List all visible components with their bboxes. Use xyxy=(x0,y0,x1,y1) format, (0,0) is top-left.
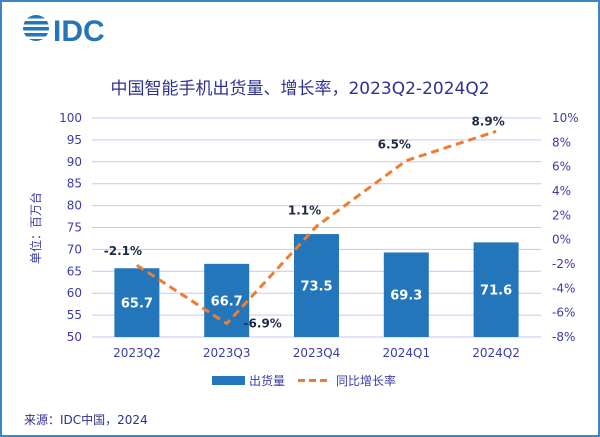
growth-value-label: -2.1% xyxy=(104,244,142,258)
left-tick-label: 80 xyxy=(67,199,82,213)
legend-swatch-bar xyxy=(212,376,245,385)
idc-logo: IDC xyxy=(23,15,105,48)
logo-text: IDC xyxy=(53,15,105,48)
left-tick-label: 75 xyxy=(67,221,82,235)
right-tick-label: 10% xyxy=(552,111,579,125)
right-tick-label: -4% xyxy=(552,281,575,295)
bar-value-label: 69.3 xyxy=(390,289,422,304)
right-tick-label: 4% xyxy=(552,184,571,198)
legend-label-growth: 同比增长率 xyxy=(336,373,396,388)
right-tick-label: 6% xyxy=(552,160,571,174)
growth-value-label: 1.1% xyxy=(288,203,321,217)
left-tick-label: 100 xyxy=(59,111,82,125)
bar xyxy=(294,234,339,337)
growth-value-label: 6.5% xyxy=(378,138,411,152)
right-tick-label: -6% xyxy=(552,306,575,320)
left-tick-label: 70 xyxy=(67,242,82,256)
bar-value-label: 66.7 xyxy=(211,294,243,309)
bar-value-label: 71.6 xyxy=(480,284,512,299)
right-tick-label: 8% xyxy=(552,135,571,149)
source-note: 来源：IDC中国，2024 xyxy=(24,412,148,427)
left-tick-label: 95 xyxy=(67,133,82,147)
right-tick-label: -8% xyxy=(552,330,575,344)
x-tick-label: 2023Q3 xyxy=(203,346,251,360)
left-tick-label: 90 xyxy=(67,155,82,169)
legend: 出货量 同比增长率 xyxy=(212,373,396,388)
chart-title: 中国智能手机出货量、增长率，2023Q2-2024Q2 xyxy=(110,79,489,99)
legend-label-shipments: 出货量 xyxy=(249,373,285,388)
x-tick-label: 2023Q4 xyxy=(293,346,341,360)
right-tick-label: 0% xyxy=(552,233,571,247)
left-tick-label: 85 xyxy=(67,177,82,191)
growth-value-label: -6.9% xyxy=(244,317,282,331)
bar-value-label: 65.7 xyxy=(121,297,153,312)
globe-icon xyxy=(23,15,49,41)
left-tick-label: 50 xyxy=(67,330,82,344)
growth-value-label: 8.9% xyxy=(471,114,504,128)
right-tick-label: 2% xyxy=(552,208,571,222)
x-tick-label: 2024Q2 xyxy=(472,346,520,360)
left-tick-label: 65 xyxy=(67,264,82,278)
x-tick-label: 2024Q1 xyxy=(382,346,430,360)
bar xyxy=(473,242,519,337)
x-tick-label: 2023Q2 xyxy=(113,346,161,360)
growth-line xyxy=(136,129,497,326)
bar xyxy=(383,252,429,337)
left-tick-label: 55 xyxy=(67,308,82,322)
left-tick-label: 60 xyxy=(67,286,82,300)
y-axis-label: 单位：百万台 xyxy=(28,192,43,264)
bar-value-label: 73.5 xyxy=(300,280,332,295)
right-tick-label: -2% xyxy=(552,257,575,271)
bar xyxy=(114,268,160,337)
